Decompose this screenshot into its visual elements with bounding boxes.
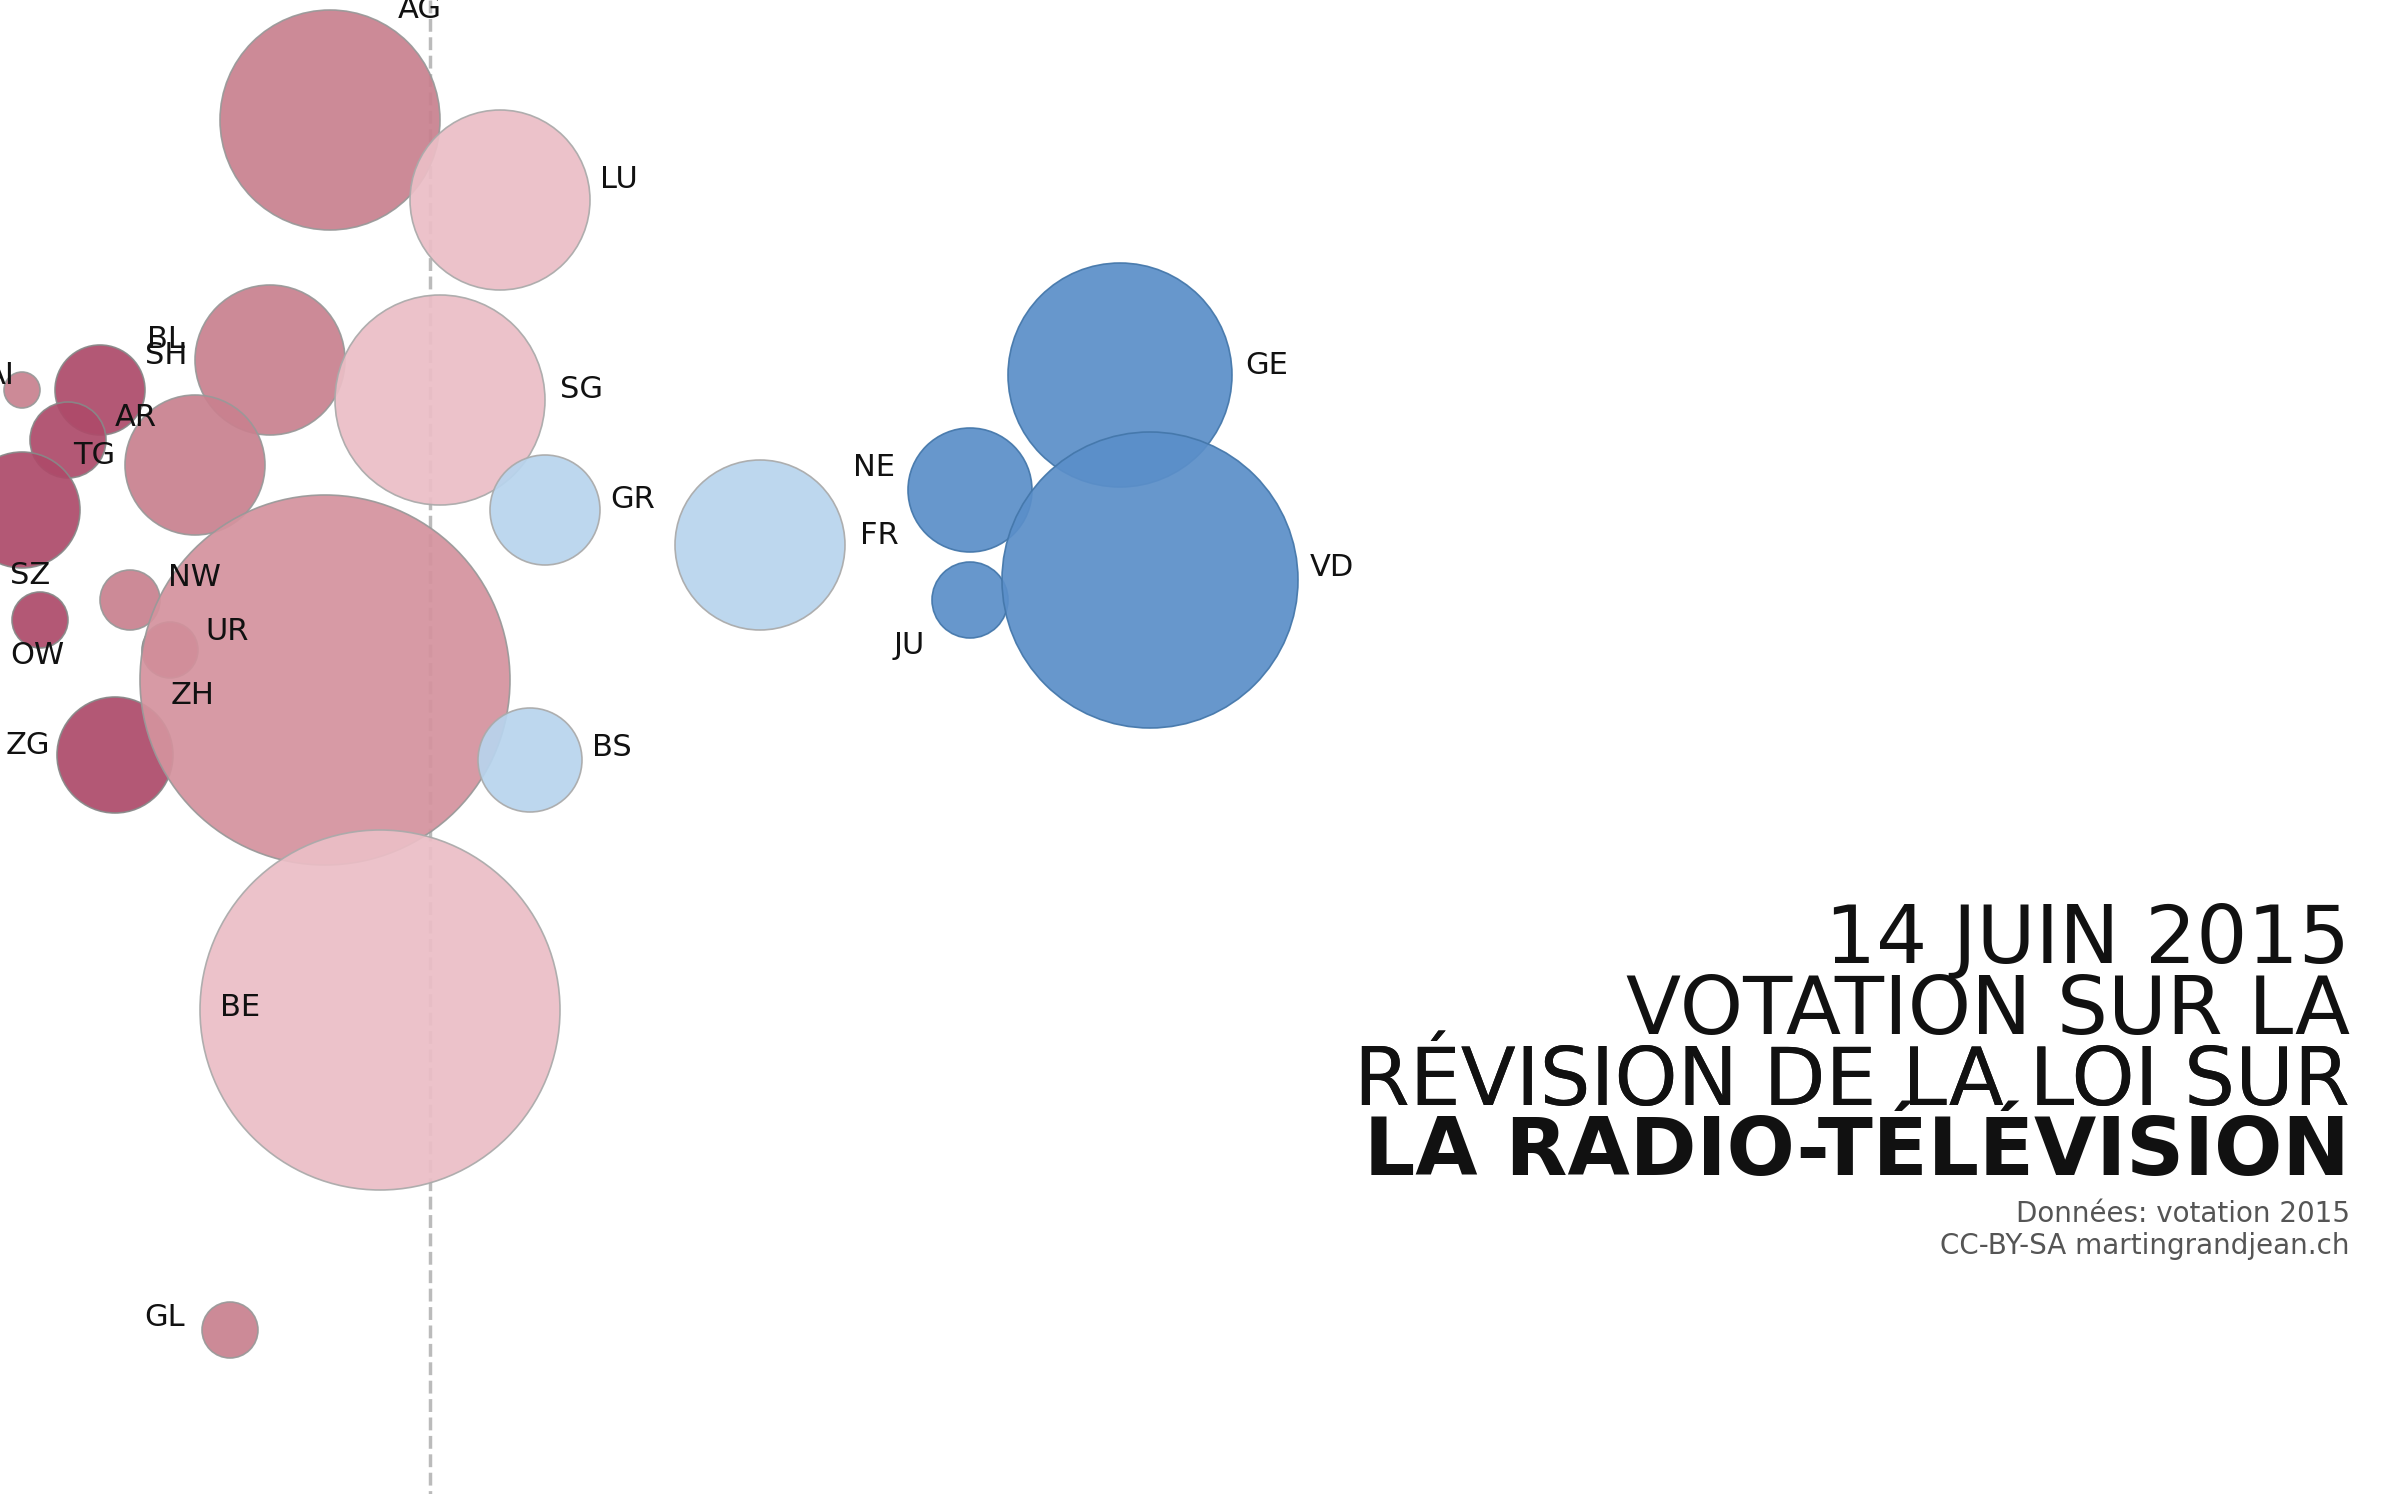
Circle shape bbox=[196, 285, 346, 435]
Text: BS: BS bbox=[592, 734, 632, 762]
Circle shape bbox=[5, 372, 41, 408]
Circle shape bbox=[55, 345, 146, 435]
Text: RÉVISION DE LA LOI SUR: RÉVISION DE LA LOI SUR bbox=[1355, 1043, 2350, 1122]
Text: CC-BY-SA martingrandjean.ch: CC-BY-SA martingrandjean.ch bbox=[1940, 1233, 2350, 1261]
Circle shape bbox=[200, 831, 561, 1191]
Text: OW: OW bbox=[10, 641, 64, 669]
Circle shape bbox=[143, 622, 198, 678]
Circle shape bbox=[675, 460, 845, 630]
Circle shape bbox=[220, 10, 439, 230]
Text: Données: votation 2015: Données: votation 2015 bbox=[2016, 1200, 2350, 1228]
Circle shape bbox=[203, 1301, 258, 1358]
Circle shape bbox=[410, 111, 589, 290]
Text: BE: BE bbox=[220, 994, 260, 1022]
Text: LU: LU bbox=[599, 166, 637, 194]
Circle shape bbox=[141, 495, 511, 865]
Circle shape bbox=[12, 592, 67, 648]
Circle shape bbox=[31, 402, 105, 478]
Circle shape bbox=[477, 708, 582, 813]
Text: BL: BL bbox=[148, 326, 186, 354]
Text: FR: FR bbox=[859, 520, 900, 550]
Text: NW: NW bbox=[167, 563, 222, 593]
Circle shape bbox=[57, 698, 174, 813]
Circle shape bbox=[124, 394, 265, 535]
Text: GL: GL bbox=[146, 1303, 186, 1333]
Circle shape bbox=[909, 427, 1033, 551]
Circle shape bbox=[334, 294, 544, 505]
Circle shape bbox=[1007, 263, 1231, 487]
Text: VD: VD bbox=[1310, 553, 1355, 583]
Text: 14 JUIN 2015: 14 JUIN 2015 bbox=[1825, 902, 2350, 980]
Text: UR: UR bbox=[205, 617, 248, 647]
Text: VOTATION SUR LA: VOTATION SUR LA bbox=[1625, 973, 2350, 1050]
Text: ZG: ZG bbox=[5, 731, 50, 759]
Text: GR: GR bbox=[611, 486, 654, 514]
Text: LA RADIO-TÉLÉVISION: LA RADIO-TÉLÉVISION bbox=[1365, 1115, 2350, 1192]
Text: AG: AG bbox=[398, 0, 441, 24]
Circle shape bbox=[1002, 432, 1298, 728]
Circle shape bbox=[0, 453, 81, 568]
Text: GE: GE bbox=[1245, 351, 1288, 379]
Text: SG: SG bbox=[561, 375, 604, 405]
Text: JU: JU bbox=[895, 630, 926, 659]
Circle shape bbox=[100, 571, 160, 630]
Text: AR: AR bbox=[115, 403, 157, 432]
Text: NE: NE bbox=[854, 454, 895, 483]
Text: TG: TG bbox=[74, 441, 115, 469]
Circle shape bbox=[489, 456, 599, 565]
Circle shape bbox=[933, 562, 1007, 638]
Text: ZH: ZH bbox=[172, 680, 215, 710]
Text: AI: AI bbox=[0, 360, 14, 390]
Text: SH: SH bbox=[146, 341, 188, 369]
Text: RÉVISION DE LA LOI SUR: RÉVISION DE LA LOI SUR bbox=[1355, 1043, 2350, 1122]
Text: SZ: SZ bbox=[10, 560, 50, 590]
